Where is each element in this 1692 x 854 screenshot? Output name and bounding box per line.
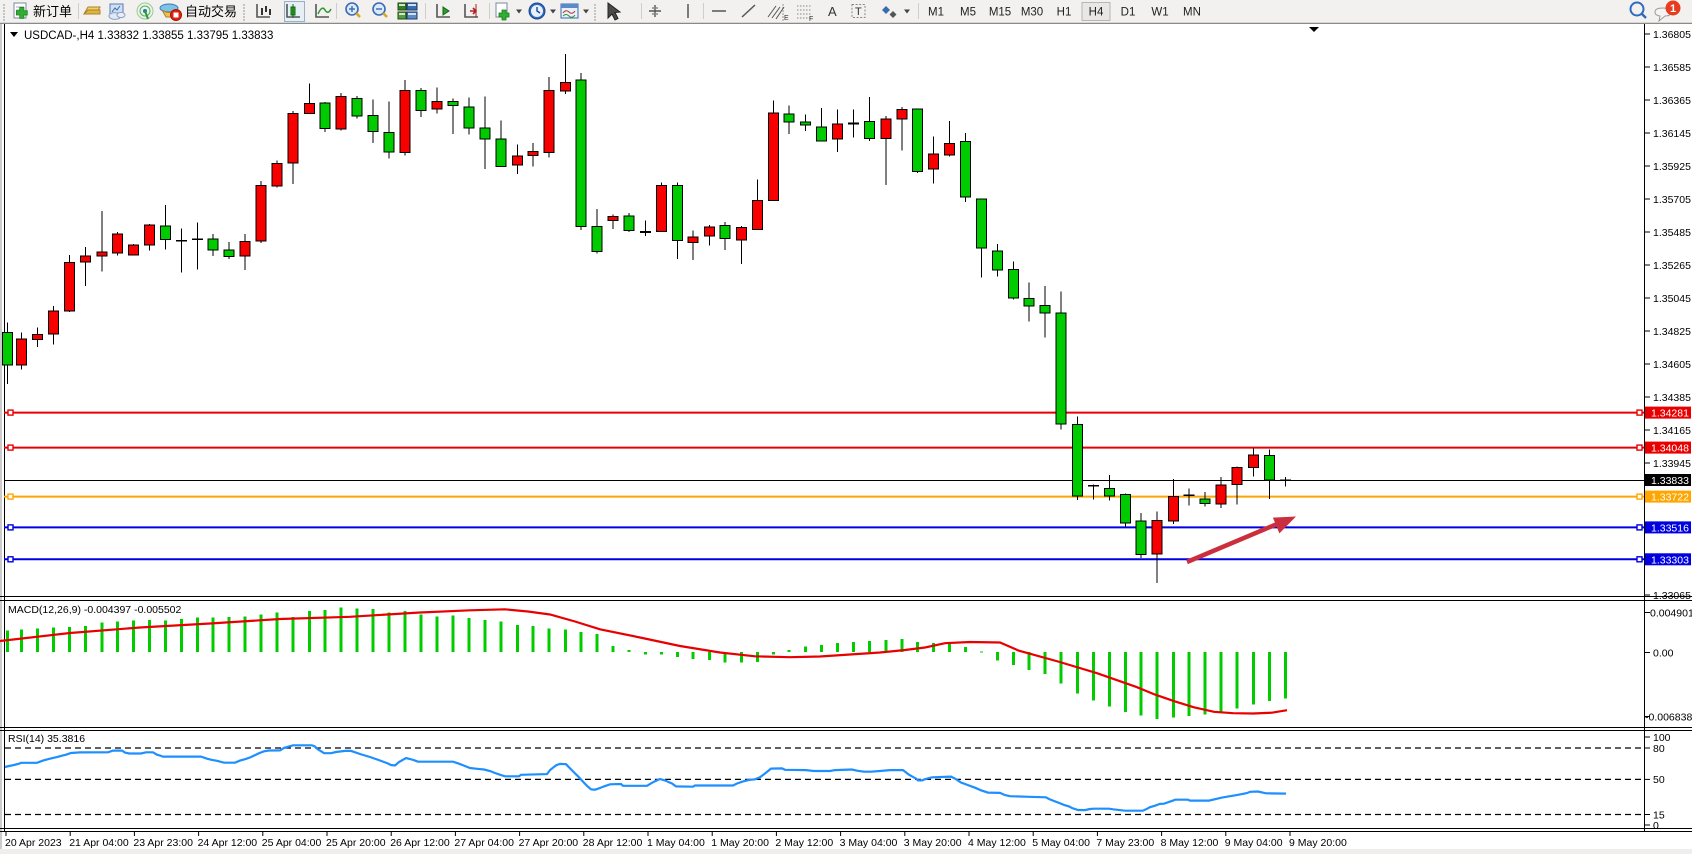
svg-text:15: 15 [1653,809,1665,821]
svg-text:1.33516: 1.33516 [1651,522,1689,534]
svg-text:27 Apr 20:00: 27 Apr 20:00 [519,837,579,849]
svg-text:0.00: 0.00 [1653,647,1674,659]
svg-text:1.35485: 1.35485 [1653,227,1691,239]
svg-text:A: A [828,4,837,19]
svg-text:24 Apr 12:00: 24 Apr 12:00 [198,837,258,849]
svg-text:1.34825: 1.34825 [1653,326,1691,338]
svg-text:1.33303: 1.33303 [1651,554,1689,566]
svg-text:1.33833: 1.33833 [1651,475,1689,487]
svg-text:F: F [809,16,813,23]
svg-text:M15: M15 [989,7,1011,19]
svg-text:21 Apr 04:00: 21 Apr 04:00 [69,837,129,849]
svg-text:4 May 12:00: 4 May 12:00 [968,837,1026,849]
svg-text:D1: D1 [1121,7,1136,19]
svg-text:1.35925: 1.35925 [1653,161,1691,173]
svg-text:5 May 04:00: 5 May 04:00 [1032,837,1090,849]
svg-text:1.35045: 1.35045 [1653,293,1691,305]
svg-text:MACD(12,26,9) -0.004397 -0.005: MACD(12,26,9) -0.004397 -0.005502 [8,604,182,616]
svg-text:1.33945: 1.33945 [1653,458,1691,470]
svg-text:80: 80 [1653,743,1665,755]
svg-text:1 May 20:00: 1 May 20:00 [711,837,769,849]
svg-text:1.36585: 1.36585 [1653,62,1691,74]
svg-text:7 May 23:00: 7 May 23:00 [1096,837,1154,849]
svg-text:1: 1 [1670,3,1676,15]
svg-text:8 May 12:00: 8 May 12:00 [1161,837,1219,849]
svg-text:1.36365: 1.36365 [1653,95,1691,107]
svg-text:0: 0 [1653,820,1659,832]
svg-text:50: 50 [1653,774,1665,786]
svg-text:RSI(14) 35.3816: RSI(14) 35.3816 [8,733,85,745]
svg-text:新订单: 新订单 [33,4,72,19]
svg-text:1.36145: 1.36145 [1653,128,1691,140]
svg-text:1.34385: 1.34385 [1653,392,1691,404]
svg-text:M5: M5 [960,7,976,19]
svg-text:1.33722: 1.33722 [1651,492,1689,504]
svg-text:1.34281: 1.34281 [1651,408,1689,420]
svg-text:28 Apr 12:00: 28 Apr 12:00 [583,837,643,849]
svg-text:1.35265: 1.35265 [1653,260,1691,272]
svg-text:2 May 12:00: 2 May 12:00 [775,837,833,849]
svg-text:1.34048: 1.34048 [1651,443,1689,455]
svg-text:H4: H4 [1089,7,1104,19]
svg-text:27 Apr 04:00: 27 Apr 04:00 [454,837,514,849]
svg-text:T: T [855,6,862,18]
svg-text:1.33065: 1.33065 [1653,590,1691,602]
svg-text:3 May 20:00: 3 May 20:00 [904,837,962,849]
svg-text:W1: W1 [1151,7,1168,19]
svg-text:USDCAD-,H4 1.33832 1.33855 1.: USDCAD-,H4 1.33832 1.33855 1.33795 1.338… [24,30,273,42]
svg-text:E: E [784,15,789,22]
svg-text:26 Apr 12:00: 26 Apr 12:00 [390,837,450,849]
svg-text:M1: M1 [928,7,944,19]
svg-text:1.34605: 1.34605 [1653,359,1691,371]
svg-text:自动交易: 自动交易 [185,4,237,19]
svg-text:3 May 04:00: 3 May 04:00 [840,837,898,849]
svg-text:M30: M30 [1021,7,1043,19]
svg-text:25 Apr 04:00: 25 Apr 04:00 [262,837,322,849]
svg-text:0.004901: 0.004901 [1650,607,1692,619]
svg-text:9 May 04:00: 9 May 04:00 [1225,837,1283,849]
svg-text:-0.006838: -0.006838 [1645,711,1692,723]
svg-text:1.35705: 1.35705 [1653,194,1691,206]
svg-text:25 Apr 20:00: 25 Apr 20:00 [326,837,386,849]
svg-text:100: 100 [1653,732,1671,744]
svg-text:1.34165: 1.34165 [1653,425,1691,437]
svg-text:1.36805: 1.36805 [1653,29,1691,41]
svg-text:20 Apr 2023: 20 Apr 2023 [5,837,62,849]
svg-text:1 May 04:00: 1 May 04:00 [647,837,705,849]
svg-text:23 Apr 23:00: 23 Apr 23:00 [133,837,193,849]
svg-text:H1: H1 [1057,7,1072,19]
svg-text:MN: MN [1183,7,1201,19]
svg-text:9 May 20:00: 9 May 20:00 [1289,837,1347,849]
